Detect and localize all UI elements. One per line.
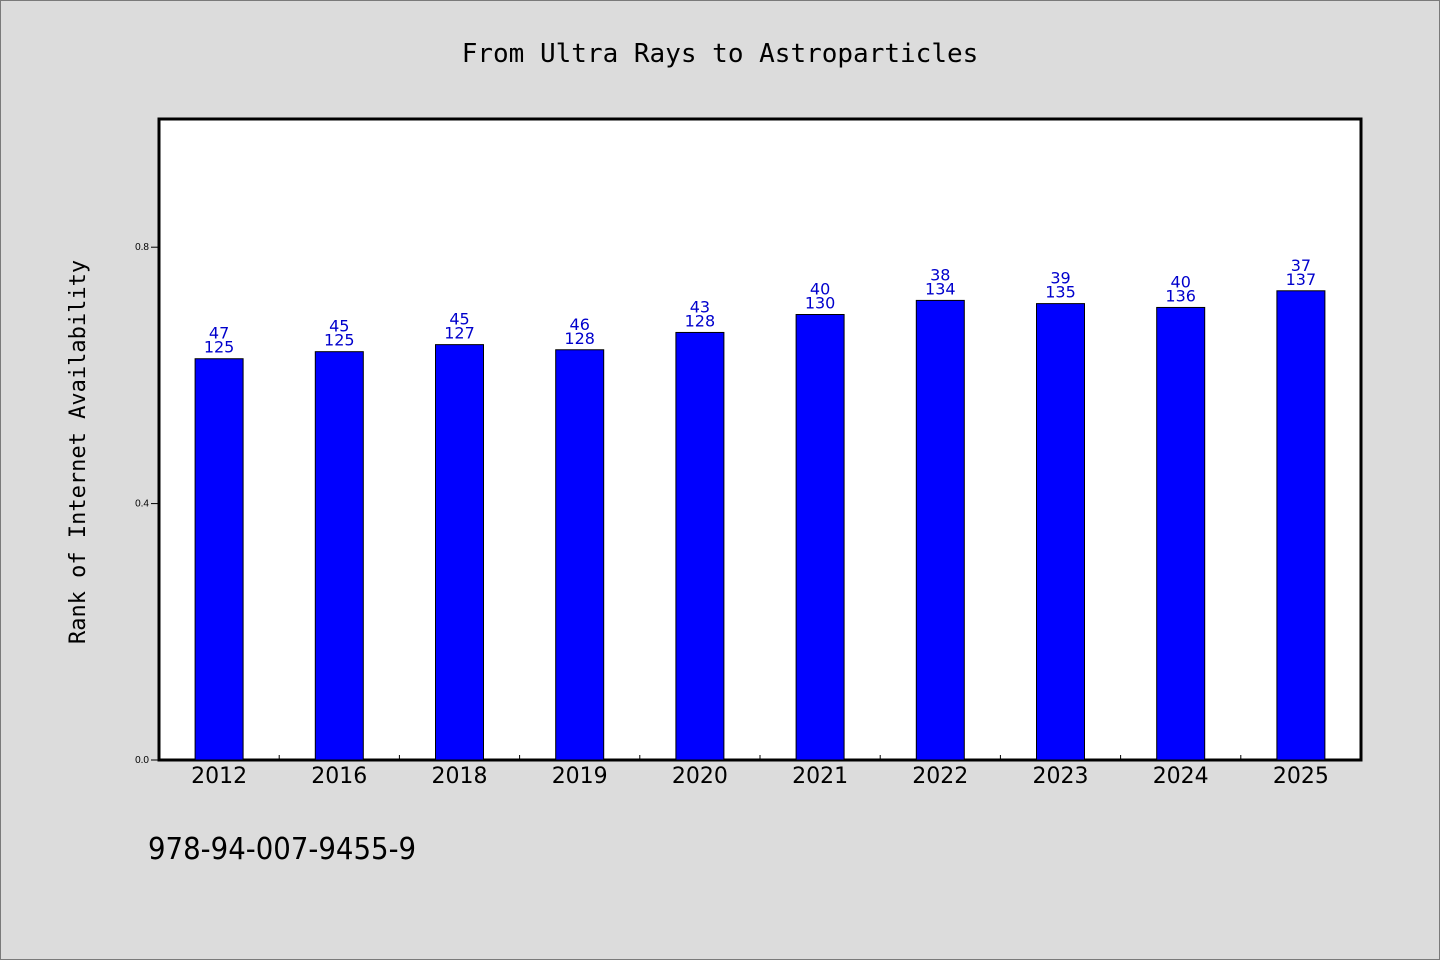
x-tick-label-2022: 2022 bbox=[912, 764, 968, 789]
x-tick-label-2021: 2021 bbox=[792, 764, 848, 789]
data-label-top-2021: 40 bbox=[810, 280, 830, 299]
bar-2021 bbox=[795, 314, 845, 761]
y-axis-label: Rank of Internet Availability bbox=[66, 260, 91, 644]
data-label-top-2019: 46 bbox=[570, 315, 590, 334]
x-axis: 2012 2016 2018 2019 2020 2021 2022 2023 2024 2025 bbox=[191, 755, 1329, 789]
bar-2012 bbox=[194, 358, 244, 761]
y-tick-label-2: 0.8 bbox=[135, 242, 149, 253]
data-label-bottom-2019: 128 bbox=[564, 329, 595, 348]
data-label-top-2024: 40 bbox=[1171, 272, 1191, 291]
x-tick-label-2020: 2020 bbox=[672, 764, 728, 789]
data-label-top-2018: 45 bbox=[449, 310, 469, 329]
data-label-top-2020: 43 bbox=[690, 297, 710, 316]
bars-layer bbox=[194, 290, 1326, 761]
bar-2024 bbox=[1156, 306, 1206, 761]
data-label-bottom-2022: 134 bbox=[925, 279, 956, 298]
bar-2022 bbox=[915, 299, 965, 761]
bar-2016 bbox=[314, 351, 364, 761]
y-tick-label-0: 0.0 bbox=[135, 755, 149, 766]
data-label-bottom-2024: 136 bbox=[1165, 286, 1196, 305]
y-tick-label-1: 0.4 bbox=[135, 499, 149, 510]
data-label-bottom-2018: 127 bbox=[444, 324, 475, 343]
x-tick-label-2018: 2018 bbox=[432, 764, 488, 789]
bar-2019 bbox=[555, 349, 605, 761]
y-axis: 0.0 0.4 0.8 bbox=[135, 242, 159, 766]
x-tick-label-2019: 2019 bbox=[552, 764, 608, 789]
data-label-bottom-2016: 125 bbox=[324, 331, 355, 350]
data-label-top-2016: 45 bbox=[329, 317, 349, 336]
x-tick-label-2023: 2023 bbox=[1033, 764, 1089, 789]
isbn-label: 978-94-007-9455-9 bbox=[148, 832, 417, 867]
data-label-top-2022: 38 bbox=[930, 265, 950, 284]
x-tick-label-2016: 2016 bbox=[311, 764, 367, 789]
data-label-top-2025: 37 bbox=[1291, 256, 1311, 275]
x-tick-label-2012: 2012 bbox=[191, 764, 247, 789]
x-tick-label-2025: 2025 bbox=[1273, 764, 1329, 789]
data-label-bottom-2021: 130 bbox=[805, 294, 836, 313]
data-label-bottom-2012: 125 bbox=[204, 338, 235, 357]
data-label-bottom-2020: 128 bbox=[685, 311, 716, 330]
data-label-top-2023: 39 bbox=[1050, 269, 1070, 288]
chart-title: From Ultra Rays to Astroparticles bbox=[462, 39, 979, 69]
bar-2023 bbox=[1036, 303, 1085, 761]
data-label-top-2012: 47 bbox=[209, 324, 229, 343]
bar-2025 bbox=[1276, 290, 1326, 761]
data-label-bottom-2025: 137 bbox=[1286, 270, 1317, 289]
data-label-bottom-2023: 135 bbox=[1045, 283, 1076, 302]
bar-2020 bbox=[675, 331, 725, 761]
bar-2018 bbox=[435, 344, 484, 761]
x-tick-label-2024: 2024 bbox=[1153, 764, 1209, 789]
